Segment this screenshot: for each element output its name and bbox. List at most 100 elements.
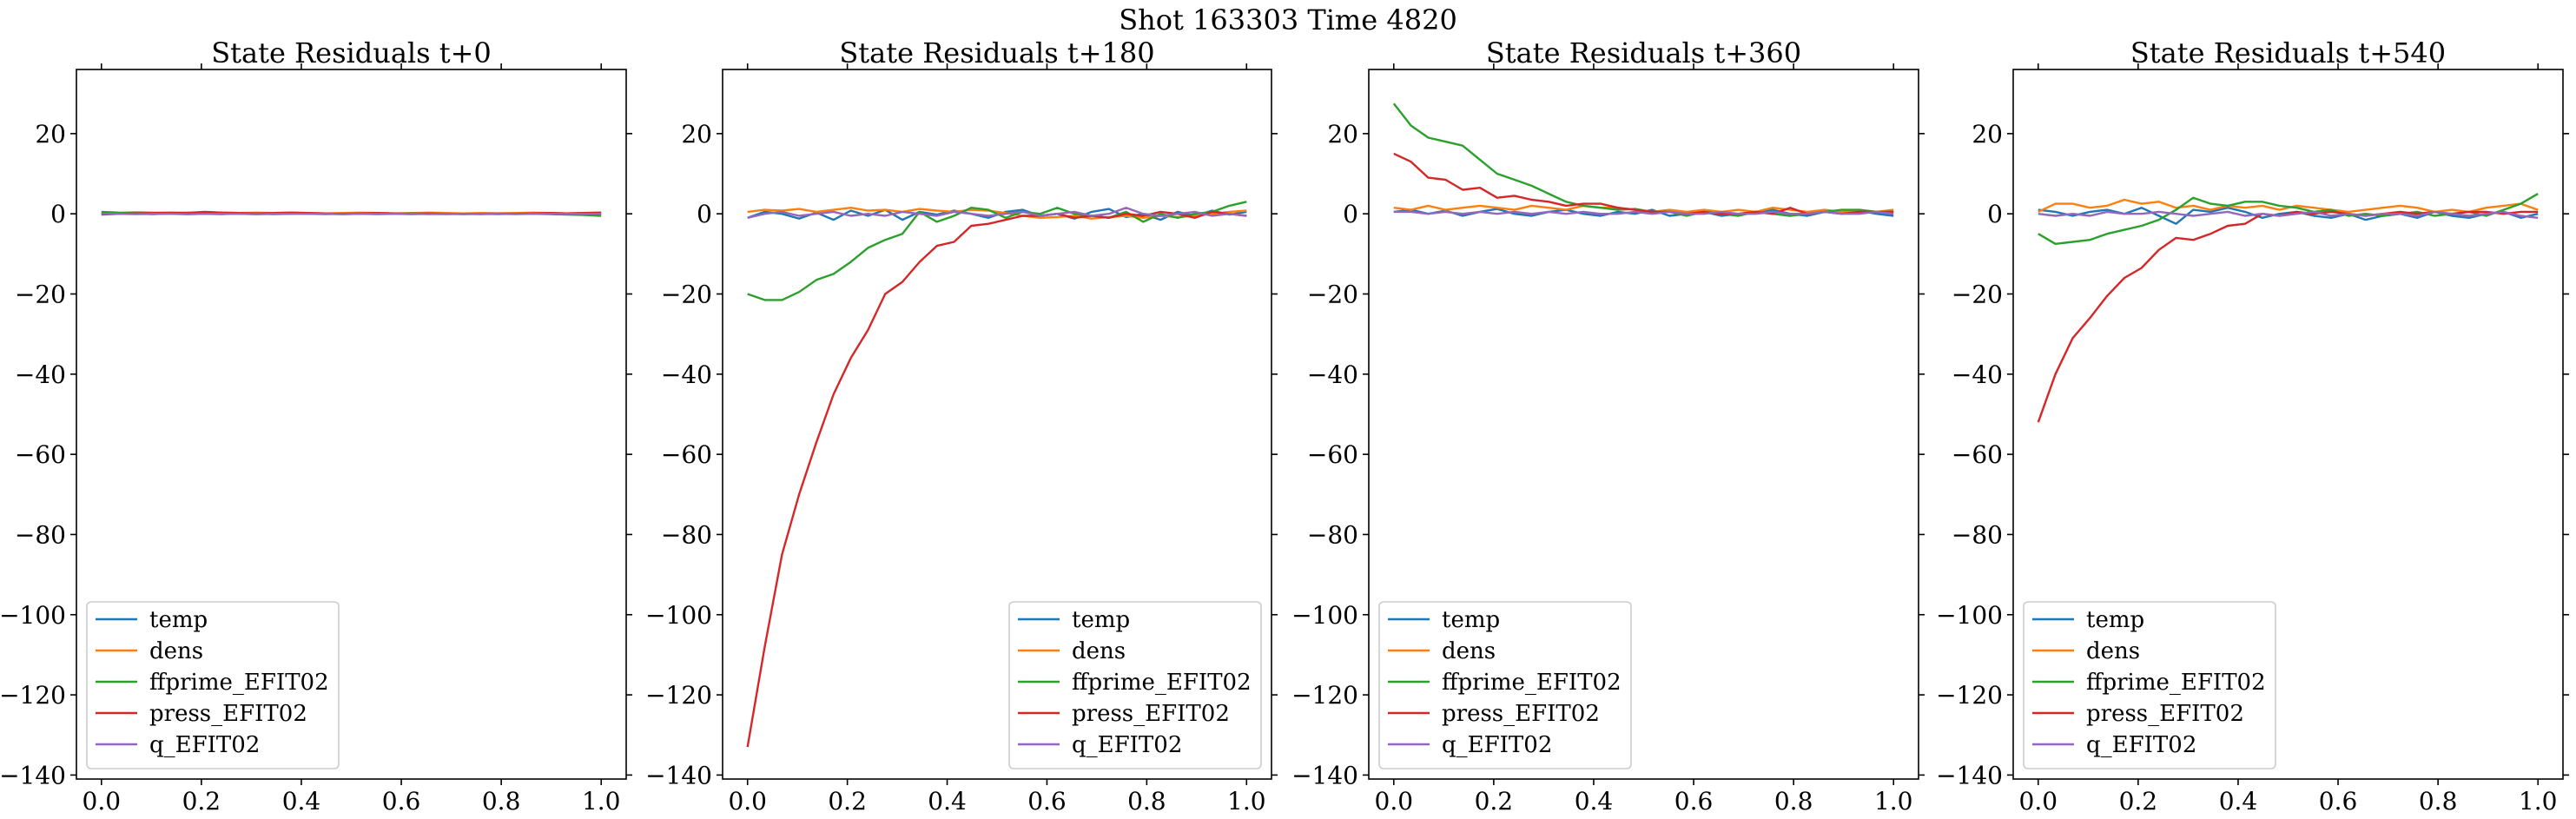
legend-label: temp (2086, 607, 2144, 633)
series-line-q-efit02 (2038, 210, 2539, 219)
x-tick-label: 0.8 (482, 787, 521, 816)
y-tick-label: 0 (1987, 200, 2003, 228)
legend-label: temp (149, 607, 208, 633)
y-tick-label: −40 (1952, 360, 2003, 389)
legend-label: q_EFIT02 (1072, 732, 1182, 758)
y-tick-label: −80 (15, 520, 66, 549)
series-group (1392, 102, 1894, 217)
legend-frame (1378, 601, 1632, 769)
y-tick-label: −40 (661, 360, 712, 389)
legend-label: dens (1442, 638, 1496, 664)
y-tick-label: −80 (661, 520, 712, 549)
chart-title: State Residuals t+540 (2130, 36, 2446, 69)
x-tick-label: 0.4 (2219, 787, 2258, 816)
chart-title: State Residuals t+0 (211, 36, 492, 69)
axes-frame (1368, 69, 1919, 780)
chart-panel-2: State Residuals t+360 0.0 0.2 0.4 0.6 0.8 1.0 −… (1291, 36, 1925, 816)
y-tick-label: −100 (645, 601, 712, 630)
x-tick-label: 0.0 (728, 787, 767, 816)
x-tick-label: 0.6 (382, 787, 421, 816)
x-tick-label: 0.8 (2419, 787, 2458, 816)
legend-label: press_EFIT02 (1442, 701, 1600, 727)
x-tick-label: 0.8 (1774, 787, 1813, 816)
y-tick-label: −120 (0, 681, 66, 710)
legend-label: q_EFIT02 (2086, 732, 2196, 758)
y-tick-label: −140 (1291, 761, 1358, 789)
axes-frame (722, 69, 1272, 780)
y-tick-label: −100 (1291, 601, 1358, 630)
series-group (746, 201, 1247, 748)
legend-label: press_EFIT02 (149, 701, 307, 727)
legend-frame (2023, 601, 2276, 769)
legend-label: ffprime_EFIT02 (149, 670, 329, 696)
legend-frame (86, 601, 340, 769)
y-tick-label: −40 (1307, 360, 1358, 389)
legend-label: q_EFIT02 (149, 732, 260, 758)
axes-frame (2012, 69, 2564, 780)
x-tick-label: 0.2 (182, 787, 221, 816)
y-tick-label: −60 (15, 440, 66, 469)
x-tick-label: 0.0 (83, 787, 122, 816)
legend-label: temp (1072, 607, 1130, 633)
y-tick-label: −20 (15, 280, 66, 308)
legend: temp dens ffprime_EFIT02 press_EFIT02 q_EFIT… (2023, 601, 2276, 769)
series-line-press-efit02 (2037, 210, 2539, 423)
legend: temp dens ffprime_EFIT02 press_EFIT02 q_EFIT… (1378, 601, 1632, 769)
y-tick-label: −60 (661, 440, 712, 469)
x-tick-label: 1.0 (1227, 787, 1266, 816)
legend-label: ffprime_EFIT02 (2086, 670, 2266, 696)
legend-label: dens (2086, 638, 2140, 664)
x-tick-label: 0.4 (282, 787, 321, 816)
series-line-ffprime-efit02 (747, 201, 1247, 301)
y-tick-label: 0 (697, 200, 712, 228)
chart-panel-0: State Residuals t+0 0.0 0.2 0.4 0.6 0.8 1.0 −14… (0, 36, 632, 816)
legend-label: temp (1442, 607, 1500, 633)
y-tick-label: 0 (50, 200, 66, 228)
y-tick-label: −60 (1952, 440, 2003, 469)
series-line-press-efit02 (746, 210, 1247, 748)
y-tick-label: −20 (1307, 280, 1358, 308)
x-tick-label: 0.0 (1375, 787, 1414, 816)
x-tick-label: 0.4 (928, 787, 967, 816)
y-tick-label: 20 (35, 120, 66, 149)
legend-frame (1008, 601, 1262, 769)
x-tick-label: 0.2 (1475, 787, 1514, 816)
x-tick-label: 1.0 (1874, 787, 1913, 816)
axes-frame (76, 69, 627, 780)
legend-label: dens (1072, 638, 1126, 664)
series-line-press-efit02 (1393, 152, 1894, 215)
legend: temp dens ffprime_EFIT02 press_EFIT02 q_EFIT… (1008, 601, 1262, 769)
y-tick-label: −120 (1291, 681, 1358, 710)
legend: temp dens ffprime_EFIT02 press_EFIT02 q_EFIT… (86, 601, 340, 769)
series-line-q-efit02 (747, 206, 1247, 219)
chart-title: State Residuals t+180 (839, 36, 1154, 69)
y-tick-label: −140 (0, 761, 66, 789)
y-tick-label: −140 (1936, 761, 2003, 789)
y-tick-label: −20 (1952, 280, 2003, 308)
legend-label: ffprime_EFIT02 (1442, 670, 1622, 696)
y-tick-label: −80 (1952, 520, 2003, 549)
x-tick-label: 0.2 (828, 787, 867, 816)
x-tick-label: 0.8 (1127, 787, 1166, 816)
y-tick-label: −20 (661, 280, 712, 308)
y-tick-label: −60 (1307, 440, 1358, 469)
chart-title: State Residuals t+360 (1486, 36, 1801, 69)
x-tick-label: 0.6 (2319, 787, 2358, 816)
chart-panel-3: State Residuals t+540 0.0 0.2 0.4 0.6 0.8 1.0 −… (1936, 36, 2569, 816)
x-tick-label: 0.4 (1575, 787, 1614, 816)
legend-label: press_EFIT02 (1072, 701, 1230, 727)
chart-panel-1: State Residuals t+180 0.0 0.2 0.4 0.6 0.8 1.0 −… (645, 36, 1278, 816)
series-line-ffprime-efit02 (1392, 102, 1894, 217)
y-tick-label: −140 (645, 761, 712, 789)
legend-label: q_EFIT02 (1442, 732, 1552, 758)
figure-suptitle: Shot 163303 Time 4820 (1119, 3, 1457, 36)
legend-label: ffprime_EFIT02 (1072, 670, 1252, 696)
series-group (101, 210, 602, 217)
series-group (2037, 193, 2539, 423)
legend-label: dens (149, 638, 203, 664)
legend-label: press_EFIT02 (2086, 701, 2244, 727)
series-line-ffprime-efit02 (2038, 193, 2539, 245)
series-line-q-efit02 (1393, 210, 1894, 215)
y-tick-label: −100 (1936, 601, 2003, 630)
